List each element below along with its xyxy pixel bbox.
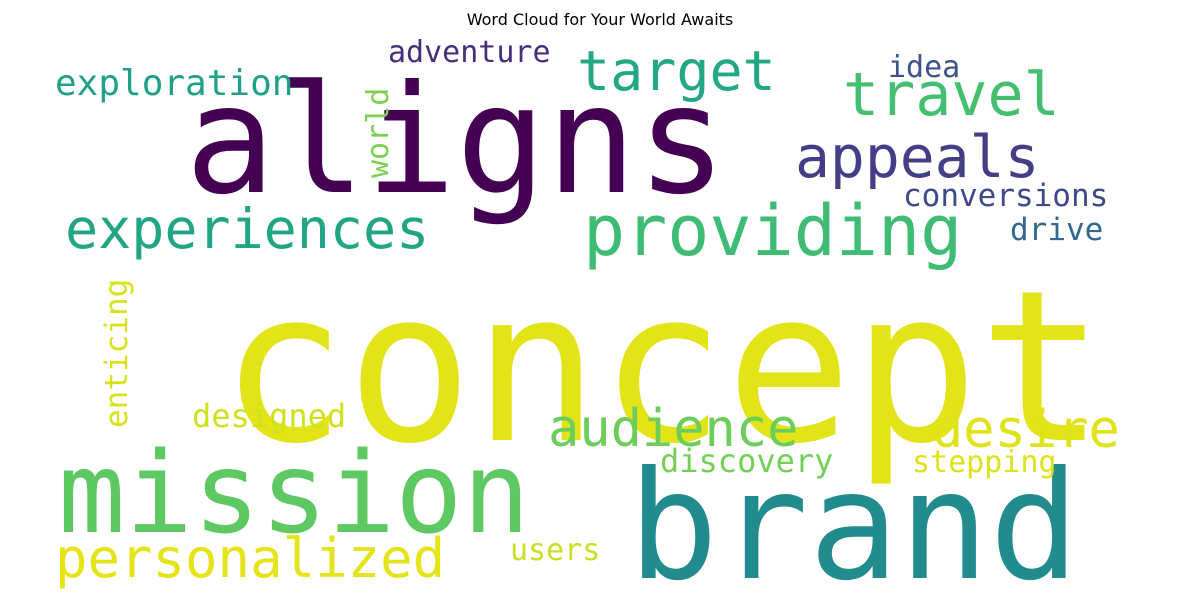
word-desire: desire bbox=[932, 400, 1120, 460]
word-audience: audience bbox=[548, 399, 798, 459]
word-target: target bbox=[577, 39, 776, 103]
word-adventure: adventure bbox=[388, 35, 551, 70]
word-aligns: aligns bbox=[185, 54, 727, 228]
chart-title: Word Cloud for Your World Awaits bbox=[466, 10, 734, 29]
word-experiences: experiences bbox=[65, 197, 429, 261]
word-exploration: exploration bbox=[55, 63, 293, 104]
word-personalized: personalized bbox=[55, 527, 445, 590]
word-idea: idea bbox=[888, 50, 960, 85]
word-brand: brand bbox=[628, 440, 1080, 600]
word-world: world bbox=[361, 88, 396, 178]
word-mission: mission bbox=[58, 429, 530, 559]
word-discovery: discovery bbox=[660, 442, 833, 480]
word-concept: concept bbox=[220, 245, 1105, 490]
word-drive: drive bbox=[1010, 212, 1103, 248]
word-conversions: conversions bbox=[903, 178, 1108, 214]
word-providing: providing bbox=[583, 190, 962, 272]
word-stepping: stepping bbox=[912, 445, 1057, 480]
word-travel: travel bbox=[843, 60, 1060, 130]
word-appeals: appeals bbox=[795, 123, 1039, 191]
word-users: users bbox=[510, 533, 600, 568]
word-designed: designed bbox=[192, 397, 346, 435]
word-enticing: enticing bbox=[99, 279, 135, 428]
